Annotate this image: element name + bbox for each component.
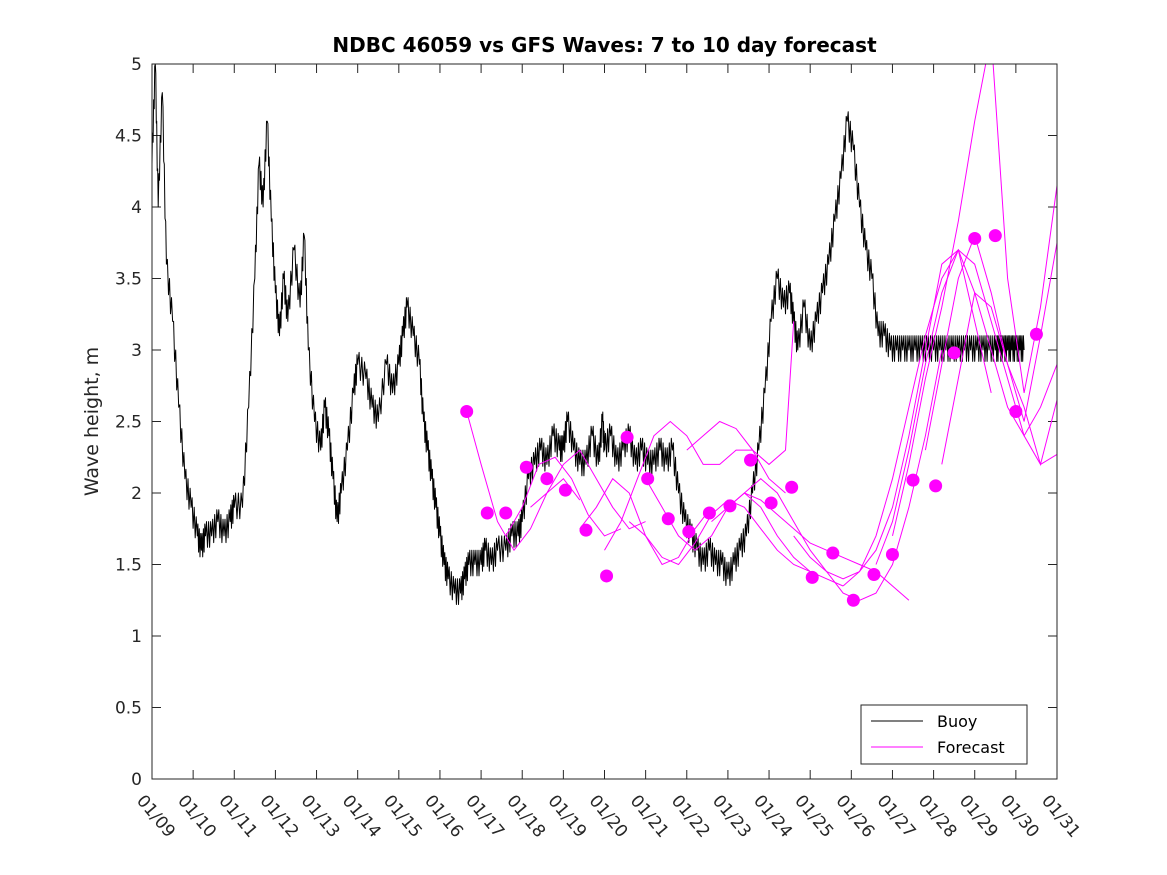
forecast-marker: [620, 430, 634, 444]
forecast-marker: [723, 499, 737, 513]
forecast-marker: [1029, 327, 1043, 341]
forecast-marker: [929, 479, 943, 493]
plot-series: [152, 64, 1057, 607]
y-axis-label: Wave height, m: [81, 347, 103, 496]
forecast-marker: [661, 512, 675, 526]
forecast-marker: [968, 231, 982, 245]
chart-title: NDBC 46059 vs GFS Waves: 7 to 10 day for…: [332, 33, 877, 57]
forecast-marker: [805, 570, 819, 584]
forecast-line: [505, 456, 622, 537]
y-tick-label: 0: [131, 770, 142, 790]
forecast-marker: [906, 473, 920, 487]
y-tick-label: 4: [131, 198, 142, 218]
forecast-line: [530, 449, 646, 530]
y-tick-label: 0.5: [115, 699, 142, 719]
y-tick-label: 5: [131, 55, 142, 75]
forecast-marker: [641, 472, 655, 486]
forecast-marker: [579, 523, 593, 537]
forecast-marker: [702, 506, 716, 520]
y-tick-labels: 0 0.5 1 1.5 2 2.5 3 3.5 4 4.5 5: [115, 55, 142, 790]
forecast-marker: [885, 547, 899, 561]
y-tick-label: 3: [131, 341, 142, 361]
forecast-marker: [826, 546, 840, 560]
forecast-line: [744, 349, 943, 601]
forecast-line: [686, 321, 795, 466]
y-tick-label: 2: [131, 484, 142, 504]
forecast-marker: [846, 593, 860, 607]
forecast-marker: [499, 506, 513, 520]
legend-box: [860, 704, 1028, 765]
forecast-line: [628, 499, 811, 573]
forecast-marker: [1009, 404, 1023, 418]
forecast-marker: [785, 480, 799, 494]
forecast-line: [924, 234, 1057, 451]
forecast-marker: [600, 569, 614, 583]
y-tick-label: 4.5: [115, 127, 142, 147]
forecast-marker: [460, 404, 474, 418]
forecast-line: [604, 420, 786, 551]
forecast-marker: [480, 506, 494, 520]
forecast-marker: [988, 229, 1002, 243]
forecast-line: [941, 291, 1057, 467]
plot-frame: [151, 63, 1058, 780]
forecast-marker: [764, 496, 778, 510]
y-tick-label: 1: [131, 627, 142, 647]
y-tick-label: 3.5: [115, 270, 142, 290]
forecast-marker: [519, 460, 533, 474]
forecast-line: [892, 64, 1057, 537]
y-tick-label: 1.5: [115, 556, 142, 576]
forecast-marker: [744, 453, 758, 467]
legend-buoy-label: Buoy: [937, 712, 977, 731]
y-tick-label: 2.5: [115, 413, 142, 433]
forecast-marker: [867, 568, 881, 582]
buoy-line: [152, 64, 1025, 605]
plot-area-background: [152, 64, 1057, 779]
forecast-marker: [540, 472, 554, 486]
legend: Buoy Forecast: [860, 704, 1028, 765]
forecast-marker: [558, 483, 572, 497]
forecast-line: [466, 411, 581, 552]
legend-forecast-label: Forecast: [937, 738, 1005, 757]
forecast-marker: [947, 346, 961, 360]
forecast-marker: [682, 525, 696, 539]
